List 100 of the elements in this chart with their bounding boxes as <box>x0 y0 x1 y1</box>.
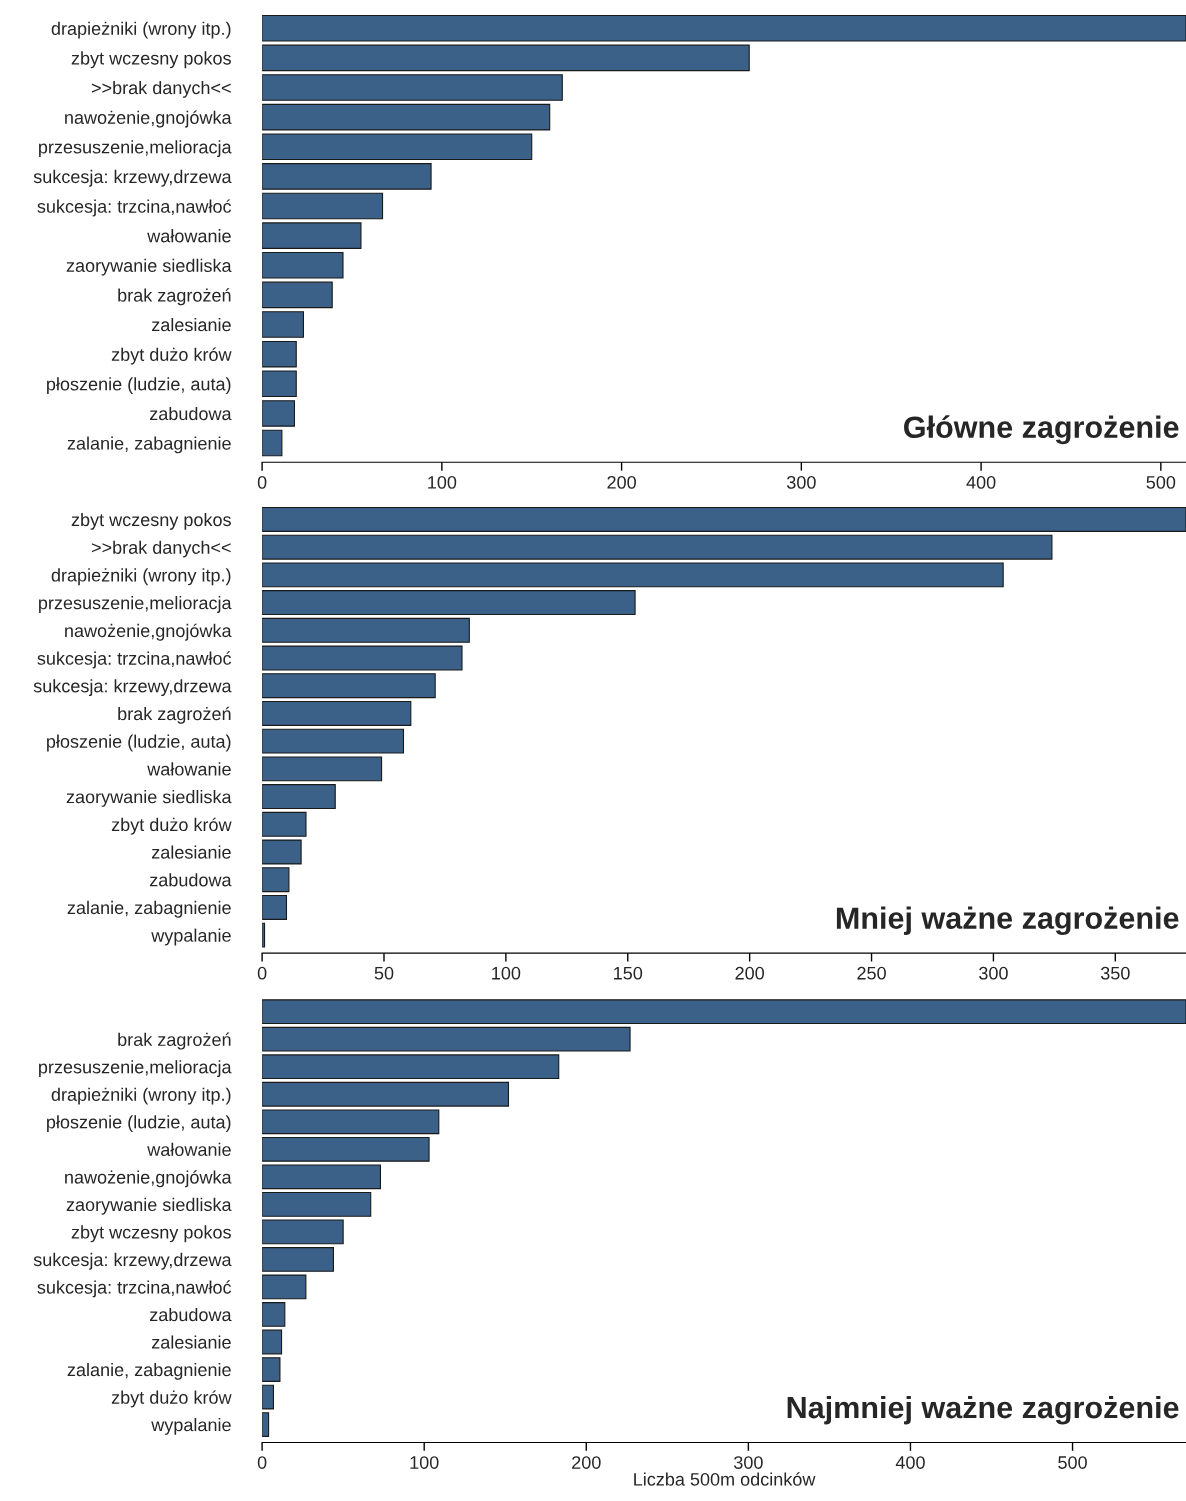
x-tick-label: 100 <box>428 475 457 489</box>
x-tick-label: 0 <box>257 966 267 980</box>
bar <box>262 1274 307 1300</box>
y-tick-label: zbyt wczesny pokos <box>71 512 231 530</box>
x-tick-label: 0 <box>257 475 267 489</box>
y-tick-label: zaorywanie siedliska <box>66 1197 232 1215</box>
text: Mniej ważne zagrożenie <box>836 906 1179 936</box>
bar <box>262 1081 510 1107</box>
bar <box>262 590 636 616</box>
bar <box>262 133 533 161</box>
y-tick-label: zbyt dużo krów <box>111 1390 232 1408</box>
bar <box>262 222 362 249</box>
y-tick-label: sukcesja: trzcina,nawłoć <box>37 199 232 217</box>
y-tick-label: przesuszenie,melioracja <box>39 596 232 613</box>
bar <box>262 1164 381 1190</box>
y-tick-label: brak zagrożeń <box>118 288 231 306</box>
bar <box>262 429 283 457</box>
x-tick-label: 300 <box>979 966 1008 980</box>
y-tick-label: drapieżniki (wrony itp.) <box>51 568 231 586</box>
y-tick-label: zaorywanie siedliska <box>66 258 232 276</box>
bar <box>262 1247 334 1272</box>
bar <box>262 281 333 309</box>
y-tick-label: płoszenie (ludzie, auta) <box>47 377 231 395</box>
y-tick-label: >>brak danych<< <box>91 80 231 98</box>
x-axis-title: Liczba 500m odcinków <box>634 1472 816 1486</box>
y-tick-label: przesuszenie,melioracja <box>39 1060 232 1078</box>
y-tick-label: zalesianie <box>151 1335 231 1349</box>
y-tick-label: zabudowa <box>149 873 232 887</box>
x-tick-label: 100 <box>410 1456 439 1469</box>
bar <box>262 894 288 920</box>
y-tick-label: zbyt dużo krów <box>111 817 232 835</box>
y-tick-label: zbyt wczesny pokos <box>71 51 231 69</box>
bar <box>262 1384 275 1410</box>
x-tick-label: 200 <box>735 966 765 980</box>
bar <box>262 163 432 190</box>
bar <box>262 1357 281 1382</box>
bar <box>262 867 290 893</box>
y-tick-label: brak zagrożeń <box>118 706 231 724</box>
y-tick-label: zalesianie <box>151 318 231 332</box>
bar <box>262 1109 440 1135</box>
y-tick-label: zabudowa <box>149 1307 232 1322</box>
y-tick-label: zalanie, zabagnienie <box>67 900 231 918</box>
bar <box>262 534 1053 560</box>
y-tick-label: wałowanie <box>147 762 231 776</box>
bar <box>262 340 297 368</box>
y-tick-label: zalanie, zabagnienie <box>67 1362 231 1380</box>
text: Główne zagrożenie <box>904 415 1179 445</box>
x-tick-label: 250 <box>857 966 886 980</box>
bar <box>262 562 1004 588</box>
bar <box>262 1026 631 1052</box>
bar <box>262 999 1186 1025</box>
y-tick-label: wypalanie <box>151 1418 231 1435</box>
x-tick-label: 200 <box>607 475 636 489</box>
bar <box>262 1136 430 1162</box>
bar <box>262 756 383 782</box>
bar <box>262 251 344 279</box>
y-tick-label: drapieżniki (wrony itp.) <box>51 21 231 39</box>
bar <box>262 192 384 220</box>
x-tick-label: 300 <box>733 1456 763 1469</box>
y-tick-label: zalesianie <box>151 845 231 859</box>
bar <box>262 1191 372 1217</box>
y-tick-label: zalanie, zabagnienie <box>67 436 231 454</box>
bar <box>262 14 1186 42</box>
y-tick-label: sukcesja: krzewy,drzewa <box>33 1252 232 1270</box>
y-tick-label: płoszenie (ludzie, auta) <box>47 734 231 752</box>
x-tick-label: 150 <box>614 966 643 980</box>
bar <box>262 103 551 131</box>
bar <box>262 645 463 671</box>
bar <box>262 728 405 754</box>
x-tick-label: 50 <box>374 966 394 980</box>
y-tick-label: zabudowa <box>149 406 232 421</box>
y-tick-label: wałowanie <box>147 229 231 243</box>
y-tick-label: brak zagrożeń <box>118 1032 231 1050</box>
bar <box>262 44 750 72</box>
x-tick-label: 350 <box>1100 966 1130 980</box>
bar <box>262 811 307 837</box>
y-tick-label: zbyt dużo krów <box>111 347 232 365</box>
bar <box>262 74 563 101</box>
bar <box>262 370 297 398</box>
x-tick-label: 100 <box>492 966 521 980</box>
x-tick-label: 200 <box>572 1456 601 1469</box>
x-tick-label: 300 <box>786 475 816 489</box>
bar <box>262 700 412 726</box>
bar <box>262 311 305 338</box>
text: Najmniej ważne zagrożenie <box>787 1395 1179 1425</box>
bar <box>262 1329 283 1355</box>
y-tick-label: sukcesja: krzewy,drzewa <box>33 169 232 187</box>
y-tick-label: zaorywanie siedliska <box>66 790 232 807</box>
bar <box>262 784 336 810</box>
y-tick-label: sukcesja: trzcina,nawłoć <box>37 1280 232 1298</box>
y-tick-label: wypalanie <box>151 928 231 946</box>
bar <box>262 400 296 427</box>
y-tick-label: nawożenie,gnojówka <box>65 110 232 128</box>
x-tick-label: 500 <box>1146 475 1176 489</box>
y-tick-label: >>brak danych<< <box>91 540 231 558</box>
y-tick-label: wałowanie <box>147 1142 231 1157</box>
y-tick-label: sukcesja: krzewy,drzewa <box>33 679 232 697</box>
y-tick-label: nawożenie,gnojówka <box>65 623 232 641</box>
x-tick-label: 400 <box>966 475 996 489</box>
x-tick-label: 500 <box>1058 1456 1087 1469</box>
